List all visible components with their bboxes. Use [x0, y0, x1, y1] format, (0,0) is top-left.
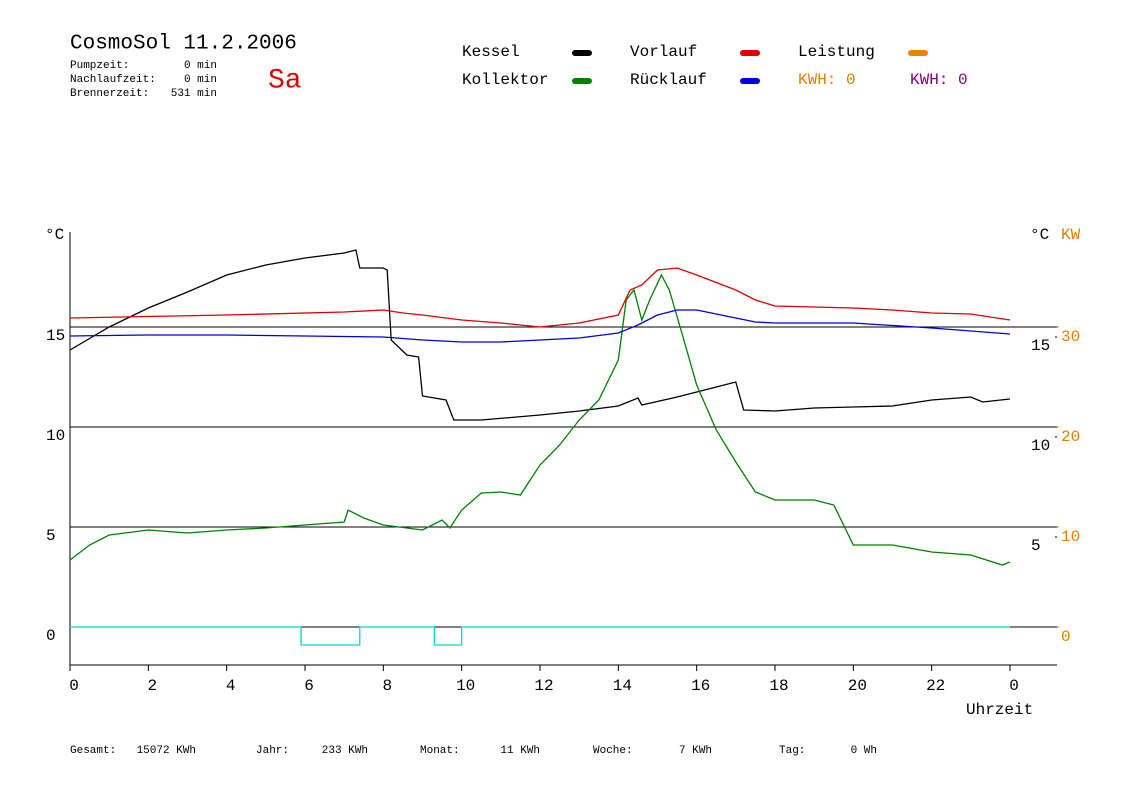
series-line — [69, 249, 1011, 421]
y-tick-label: 5 — [46, 527, 56, 545]
x-tick-label: 18 — [769, 677, 788, 695]
x-tick-label: 0 — [1009, 677, 1019, 695]
title: CosmoSol 11.2.2006 — [70, 33, 297, 56]
y-tick-label: 10 — [46, 427, 65, 445]
series-line — [69, 267, 1011, 328]
series-line — [69, 309, 1011, 343]
y-tick-label: 15 — [46, 327, 65, 345]
x-tick-label: 2 — [148, 677, 158, 695]
info-label: Pumpzeit: — [70, 60, 129, 72]
legend-label: Kollektor — [462, 71, 548, 89]
x-tick-label: 20 — [848, 677, 867, 695]
footer-value: 15072 KWh — [137, 745, 196, 757]
info-value: 0 min — [184, 60, 217, 72]
series-line — [69, 273, 1011, 566]
x-tick-label: 6 — [304, 677, 314, 695]
legend-label: Rücklauf — [630, 71, 707, 89]
x-label: Uhrzeit — [966, 701, 1033, 719]
series-line — [70, 626, 1010, 646]
footer-value: 7 KWh — [679, 745, 712, 757]
footer-label: Monat: — [420, 745, 460, 757]
info-value: 531 min — [171, 88, 217, 100]
x-tick-label: 0 — [69, 677, 79, 695]
kwh: KWH: 0 — [910, 71, 968, 89]
legend-label: Vorlauf — [630, 43, 697, 61]
y3-tick-label: 10 — [1061, 528, 1080, 546]
y2-tick-label: 15 — [1031, 337, 1050, 355]
y2-tick-label: 5 — [1031, 537, 1041, 555]
y3-tick-label: 0 — [1061, 628, 1071, 646]
kwh: KWH: 0 — [798, 71, 856, 89]
y2-label: °C — [1030, 226, 1049, 244]
day: Sa — [268, 65, 302, 96]
y3-tick-label: 30 — [1061, 328, 1080, 346]
x-tick-label: 22 — [926, 677, 945, 695]
y3-tick-label: 20 — [1061, 428, 1080, 446]
x-tick-label: 12 — [534, 677, 553, 695]
info-value: 0 min — [184, 74, 217, 86]
y2-tick-label: 10 — [1031, 437, 1050, 455]
footer-label: Jahr: — [256, 745, 289, 757]
legend-label: Leistung — [798, 43, 875, 61]
x-tick-label: 14 — [613, 677, 632, 695]
x-tick-label: 16 — [691, 677, 710, 695]
footer-value: 11 KWh — [500, 745, 540, 757]
x-tick-label: 4 — [226, 677, 236, 695]
footer-value: 0 Wh — [851, 745, 877, 757]
footer-value: 233 KWh — [322, 745, 368, 757]
footer-label: Tag: — [779, 745, 805, 757]
footer-label: Woche: — [593, 745, 633, 757]
y-tick-label: 0 — [46, 627, 56, 645]
y3-label: KW — [1061, 226, 1081, 244]
footer-label: Gesamt: — [70, 745, 116, 757]
info-label: Brennerzeit: — [70, 88, 149, 100]
y-label: °C — [45, 226, 64, 244]
x-tick-label: 8 — [383, 677, 393, 695]
legend-label: Kessel — [462, 43, 520, 61]
x-tick-label: 10 — [456, 677, 475, 695]
info-label: Nachlaufzeit: — [70, 74, 156, 86]
